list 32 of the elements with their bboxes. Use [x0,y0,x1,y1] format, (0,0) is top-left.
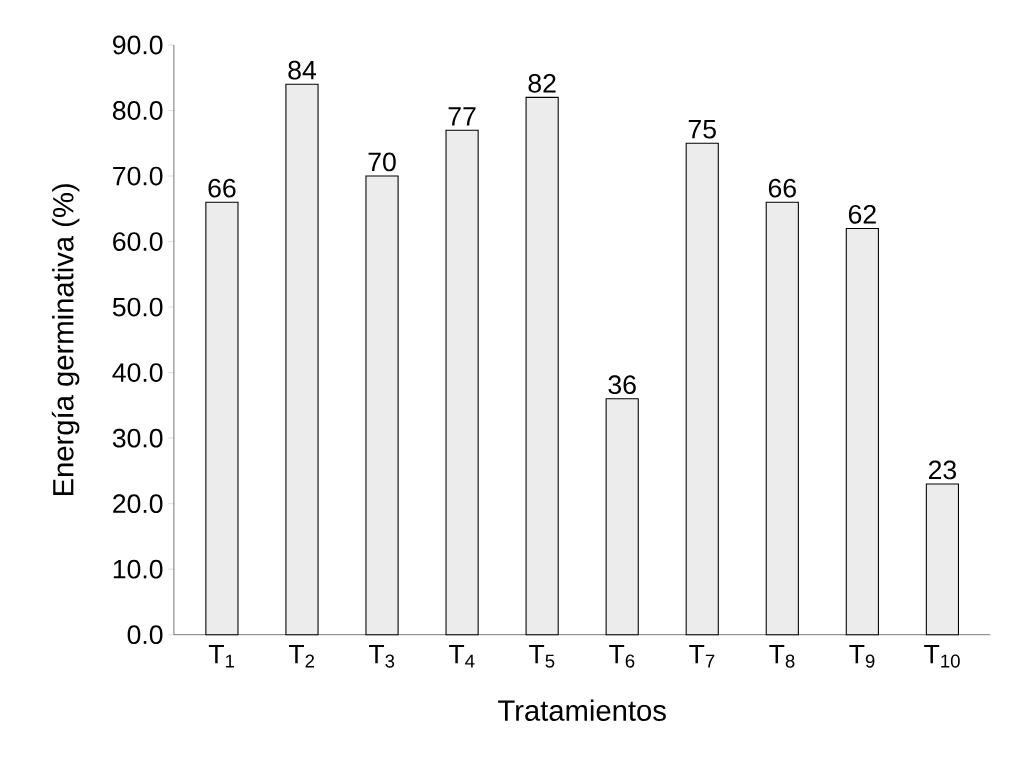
y-tick-label: 40.0 [112,363,163,382]
x-tick-label: T$_{6}$ [609,645,635,668]
x-tick-label: T$_{3}$ [369,645,395,668]
x-tick-label: T$_{1}$ [208,645,234,668]
y-tick-label: 70.0 [113,166,163,186]
data-label: 66 [768,178,796,198]
y-tick-label: 80.0 [112,101,163,120]
y-tick-label: 50.0 [112,297,163,317]
x-tick-label: T$_{4}$ [449,645,475,668]
data-label: 36 [608,375,636,395]
y-tick-label: 10.0 [113,559,163,579]
x-tick-label: T$_{7}$ [689,645,715,668]
y-tick-label: 0.0 [127,625,163,645]
x-axis-title: Tratamientos [498,699,666,721]
x-tick-label: T$_{2}$ [288,645,315,668]
data-label: 84 [288,60,316,80]
y-tick-label: 20.0 [113,494,163,514]
data-label: 66 [208,178,236,198]
data-label: 62 [848,204,876,224]
data-label: 70 [368,152,396,172]
data-label: 23 [928,460,957,480]
x-tick-label: T$_{10}$ [924,645,960,668]
data-label: 77 [448,107,476,126]
x-tick-label: T$_{8}$ [769,645,795,668]
y-axis-title: Energía germinativa (%) [51,184,80,496]
x-tick-label: T$_{9}$ [849,645,875,668]
y-tick-label: 60.0 [113,232,163,251]
x-tick-label: T$_{5}$ [529,645,555,668]
y-tick-label: 90.0 [113,35,163,55]
data-label: 75 [688,120,716,139]
data-label: 82 [528,73,556,93]
y-tick-label: 30.0 [112,428,163,448]
